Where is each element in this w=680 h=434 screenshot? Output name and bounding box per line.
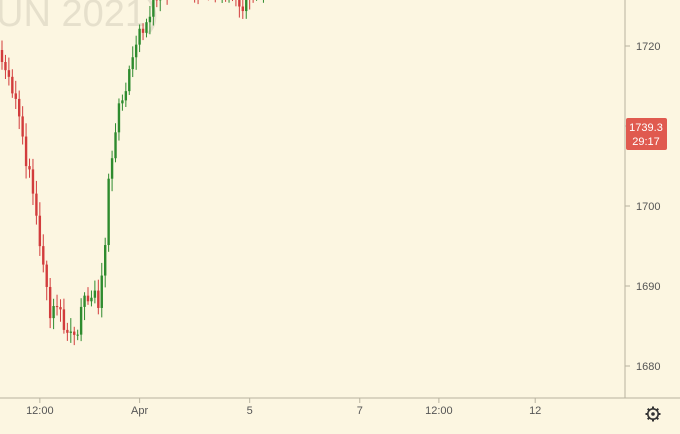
candle-body	[118, 103, 120, 132]
candle-body	[18, 99, 20, 117]
candle-body	[132, 57, 134, 69]
candle-body	[49, 287, 51, 318]
candle-body	[63, 309, 65, 330]
candle-body	[80, 307, 82, 335]
candle-body	[11, 77, 13, 94]
candle-body	[152, 0, 154, 17]
candle-body	[142, 29, 144, 33]
candle-body	[32, 169, 34, 193]
candle-body	[107, 179, 109, 245]
candle-body	[125, 91, 127, 100]
candle-body	[242, 7, 244, 12]
candle-body	[104, 245, 106, 276]
time-tick-label: 5	[247, 405, 253, 417]
candle-body	[145, 22, 147, 33]
candle-body	[114, 132, 116, 158]
candles-layer	[1, 0, 540, 345]
time-tick-label: Apr	[131, 405, 148, 417]
candle-body	[4, 62, 6, 70]
candle-body	[15, 93, 17, 99]
time-tick-label: 12	[529, 405, 541, 417]
time-tick-label: 12:00	[425, 405, 453, 417]
candle-body	[28, 166, 30, 169]
candle-body	[66, 330, 68, 333]
candle-body	[56, 306, 58, 307]
candle-body	[21, 116, 23, 136]
candle-body	[121, 100, 123, 103]
candle-body	[25, 137, 27, 167]
price-tick-label: 1700	[636, 201, 660, 213]
candle-body	[135, 45, 137, 58]
candle-body	[138, 29, 140, 45]
time-tick-label: 12:00	[26, 405, 54, 417]
candle-body	[42, 246, 44, 264]
candle-body	[73, 332, 75, 335]
price-tick-label: 1680	[636, 361, 660, 373]
gear-icon[interactable]	[646, 407, 661, 422]
candle-body	[76, 335, 78, 336]
candle-body	[35, 194, 37, 216]
candle-body	[245, 0, 247, 11]
candle-body	[59, 307, 61, 309]
current-price-value: 1739.3	[629, 122, 663, 134]
chart-watermark: UN 2021)	[0, 0, 159, 35]
candle-body	[90, 298, 92, 302]
candle-body	[83, 296, 85, 307]
candle-countdown: 29:17	[632, 136, 660, 148]
candle-body	[101, 276, 103, 308]
candle-body	[111, 158, 113, 178]
price-tick-label: 1720	[636, 41, 660, 53]
price-axis[interactable]	[625, 0, 680, 398]
price-tick-label: 1690	[636, 281, 660, 293]
time-axis[interactable]	[0, 398, 680, 429]
candle-body	[52, 306, 54, 318]
candle-body	[87, 296, 89, 302]
current-price-label: 1739.3 29:17	[626, 118, 667, 150]
candle-body	[149, 17, 151, 22]
candle-body	[70, 332, 72, 333]
candle-body	[97, 291, 99, 308]
candle-body	[39, 216, 41, 246]
candle-body	[238, 0, 240, 7]
candle-body	[8, 70, 10, 77]
time-tick-label: 7	[357, 405, 363, 417]
candle-body	[128, 69, 130, 91]
candle-body	[1, 50, 3, 62]
candle-body	[94, 291, 96, 298]
candle-body	[46, 265, 48, 287]
